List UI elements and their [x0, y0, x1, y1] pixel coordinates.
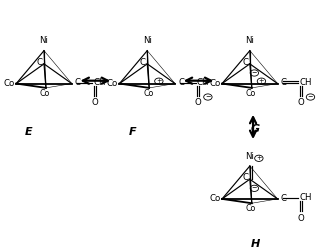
Text: CH: CH [197, 78, 209, 87]
Text: Co: Co [210, 78, 221, 88]
Text: O: O [92, 98, 98, 108]
Text: G: G [251, 124, 259, 134]
Text: −: − [205, 94, 211, 100]
Text: −: − [252, 70, 257, 76]
Text: −: − [252, 185, 257, 191]
Text: C: C [36, 58, 43, 67]
Text: CH: CH [94, 78, 106, 87]
Text: C: C [140, 58, 146, 67]
Text: E: E [24, 127, 32, 137]
Text: O: O [297, 214, 304, 223]
Text: O: O [195, 98, 202, 108]
Text: C: C [242, 58, 248, 67]
Text: Co: Co [143, 89, 153, 98]
Text: CH: CH [299, 78, 312, 87]
Text: Co: Co [246, 204, 256, 213]
Text: Ni: Ni [245, 152, 254, 161]
Text: Co: Co [107, 78, 118, 88]
Text: C: C [281, 78, 287, 87]
Text: +: + [256, 155, 262, 161]
Text: Co: Co [40, 89, 50, 98]
Text: C: C [281, 194, 287, 203]
Text: H: H [250, 239, 260, 249]
Text: Ni: Ni [245, 36, 254, 45]
Text: F: F [129, 127, 137, 137]
Text: C: C [178, 78, 184, 87]
Text: Co: Co [210, 194, 221, 203]
Text: Co: Co [4, 78, 15, 88]
Text: +: + [156, 78, 162, 84]
Text: O: O [297, 98, 304, 108]
Text: C: C [75, 78, 81, 87]
Text: Ni: Ni [40, 36, 49, 45]
Text: Co: Co [246, 89, 256, 98]
Text: −: − [308, 94, 313, 100]
Text: CH: CH [299, 194, 312, 202]
Text: Ni: Ni [143, 36, 152, 45]
Text: C: C [242, 173, 248, 182]
Text: +: + [259, 78, 264, 84]
